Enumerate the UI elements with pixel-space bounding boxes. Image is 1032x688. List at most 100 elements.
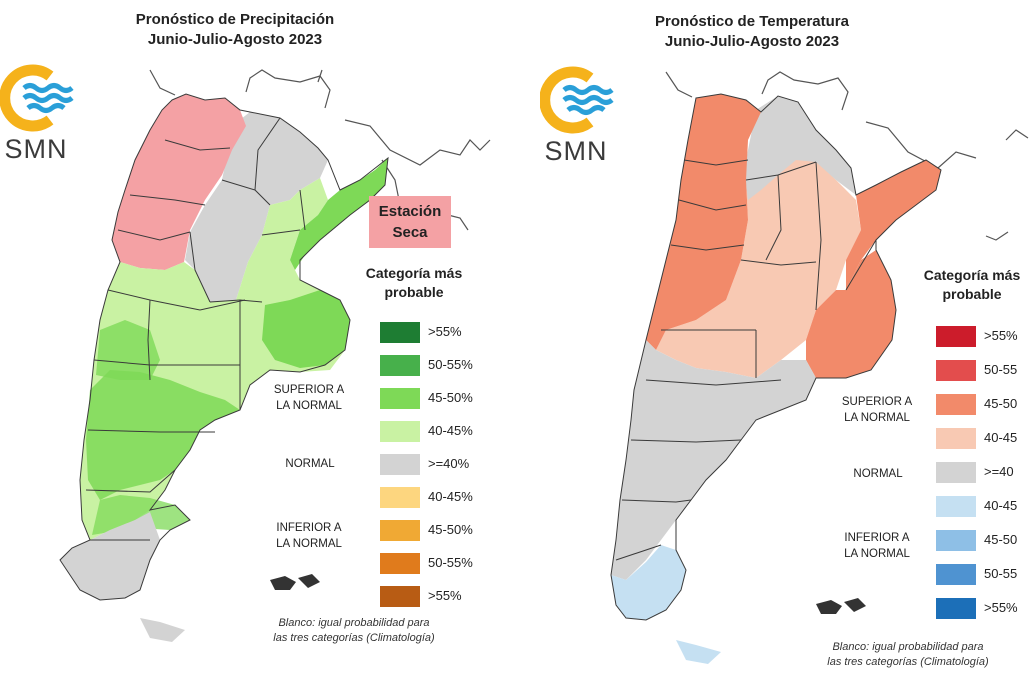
precip-legend-row: 50-55% (380, 553, 516, 575)
precip-legend-label: 40-45% (428, 423, 473, 438)
temp-group-superior-line2: LA NORMAL (844, 412, 910, 424)
precip-group-normal: NORMAL (285, 458, 335, 470)
temp-legend-row: 45-50 (936, 394, 1032, 416)
precip-note-line2: las tres categorías (Climatología) (273, 632, 435, 644)
precip-legend-row: 40-45% (380, 487, 516, 509)
temp-region-normal-north (744, 96, 856, 200)
precip-group-superior-line2: LA NORMAL (276, 400, 342, 412)
temp-legend-swatch (936, 360, 976, 381)
precip-group-superior: SUPERIOR A LA NORMAL (264, 382, 354, 414)
temp-legend-row: >55% (936, 598, 1032, 620)
precip-legend-row: 45-50% (380, 388, 516, 410)
precip-region-green-patagonia (86, 370, 240, 500)
precip-regions (60, 94, 388, 642)
temp-legend-swatch (936, 530, 976, 551)
precip-islands (270, 574, 320, 590)
precip-legend-swatch (380, 553, 420, 574)
temp-note-line2: las tres categorías (Climatología) (827, 656, 989, 668)
precip-note-line1: Blanco: igual probabilidad para (278, 617, 430, 629)
temp-legend-swatch (936, 462, 976, 483)
temp-group-normal: NORMAL (853, 468, 903, 480)
temperature-map (610, 71, 1029, 664)
temp-province-borders (610, 93, 942, 621)
temp-legend-row: >55% (936, 326, 1032, 348)
smn-logo: SMN (0, 62, 80, 164)
temp-region-light-salmon (656, 150, 861, 378)
precip-legend-swatch (380, 520, 420, 541)
precip-legend-label: >55% (428, 324, 462, 339)
precip-legend-row: 50-55% (380, 355, 516, 377)
temp-legend-label: 45-50 (984, 396, 1018, 411)
temp-legend-swatch (936, 326, 976, 347)
temp-note-line1: Blanco: igual probabilidad para (832, 641, 984, 653)
precip-legend-label: 45-50% (428, 522, 473, 537)
precip-legend-label: 50-55% (428, 357, 473, 372)
precipitation-title: Pronóstico de Precipitación Junio-Julio-… (0, 10, 470, 50)
precip-legend-title-line1: Categoría más (365, 265, 463, 281)
temp-legend-row: 50-55 (936, 564, 1032, 586)
precip-legend-title-line2: probable (384, 284, 444, 300)
temp-region-tierra-del-fuego (676, 640, 721, 664)
temperature-title-line1: Pronóstico de Temperatura (655, 13, 849, 30)
temp-legend-label: 40-45 (984, 430, 1018, 445)
dry-season-badge-line1: Estación (378, 203, 442, 220)
smn-logo: SMN (539, 64, 620, 166)
precip-legend-row: >55% (380, 322, 516, 344)
precip-region-normal-north (185, 112, 328, 302)
dry-season-badge-line2: Seca (392, 224, 428, 241)
precip-legend-label: 40-45% (428, 489, 473, 504)
temp-islands (816, 598, 866, 614)
precip-legend-label: >55% (428, 588, 462, 603)
precip-legend-label: 45-50% (428, 390, 473, 405)
precip-region-normal-south (60, 512, 160, 600)
precip-legend-swatch (380, 454, 420, 475)
precip-legend-row: >55% (380, 586, 516, 608)
smn-logo-icon (539, 66, 614, 134)
temp-legend-row: >=40 (936, 462, 1032, 484)
temperature-title: Pronóstico de Temperatura Junio-Julio-Ag… (532, 12, 972, 52)
temp-group-superior: SUPERIOR A LA NORMAL (832, 394, 922, 426)
temp-legend-row: 45-50 (936, 530, 1032, 552)
temperature-title-line2: Junio-Julio-Agosto 2023 (664, 33, 840, 50)
temp-legend-title: Categoría más probable (904, 266, 1032, 304)
temp-legend-label: >55% (984, 600, 1018, 615)
temp-group-inferior: INFERIOR A LA NORMAL (832, 530, 922, 562)
precip-legend-label: 50-55% (428, 555, 473, 570)
temp-legend-label: 40-45 (984, 498, 1018, 513)
precipitation-title-line1: Pronóstico de Precipitación (135, 11, 335, 28)
smn-logo-icon (0, 64, 74, 132)
precip-note: Blanco: igual probabilidad para las tres… (236, 616, 472, 646)
temp-group-inferior-line1: INFERIOR A (844, 532, 910, 544)
precip-region-green-east (290, 158, 388, 270)
precip-legend-swatch (380, 388, 420, 409)
temp-region-salmon-northeast (846, 160, 941, 290)
temp-legend-label: >=40 (984, 464, 1014, 479)
precip-legend-swatch (380, 487, 420, 508)
temp-legend-swatch (936, 394, 976, 415)
temp-group-inferior-line2: LA NORMAL (844, 548, 910, 560)
temp-legend-swatch (936, 496, 976, 517)
precip-legend-label: >=40% (428, 456, 470, 471)
precipitation-panel: Pronóstico de Precipitación Junio-Julio-… (0, 10, 516, 646)
precip-group-inferior-line1: INFERIOR A (276, 522, 342, 534)
precip-region-green-south (92, 495, 190, 535)
precip-legend-title: Categoría más probable (346, 264, 482, 302)
temp-group-superior-line1: SUPERIOR A (841, 396, 913, 408)
precip-region-green-pampas (262, 290, 350, 368)
precip-group-superior-line1: SUPERIOR A (273, 384, 345, 396)
temp-legend-row: 40-45 (936, 428, 1032, 450)
neighbour-borders (665, 71, 1029, 241)
precipitation-map (59, 69, 491, 642)
precip-legend-swatch (380, 322, 420, 343)
precip-region-dry-season (112, 94, 246, 270)
precip-group-inferior-line2: LA NORMAL (276, 538, 342, 550)
precip-legend-swatch (380, 355, 420, 376)
precip-legend-row: 45-50% (380, 520, 516, 542)
temp-legend-label: 45-50 (984, 532, 1018, 547)
precip-legend-row: >=40% (380, 454, 516, 476)
temperature-panel: Pronóstico de Temperatura Junio-Julio-Ag… (516, 0, 1032, 688)
temp-legend-label: >55% (984, 328, 1018, 343)
temp-legend-label: 50-55 (984, 362, 1018, 377)
temp-legend-row: 40-45 (936, 496, 1032, 518)
precip-province-borders (59, 93, 389, 601)
